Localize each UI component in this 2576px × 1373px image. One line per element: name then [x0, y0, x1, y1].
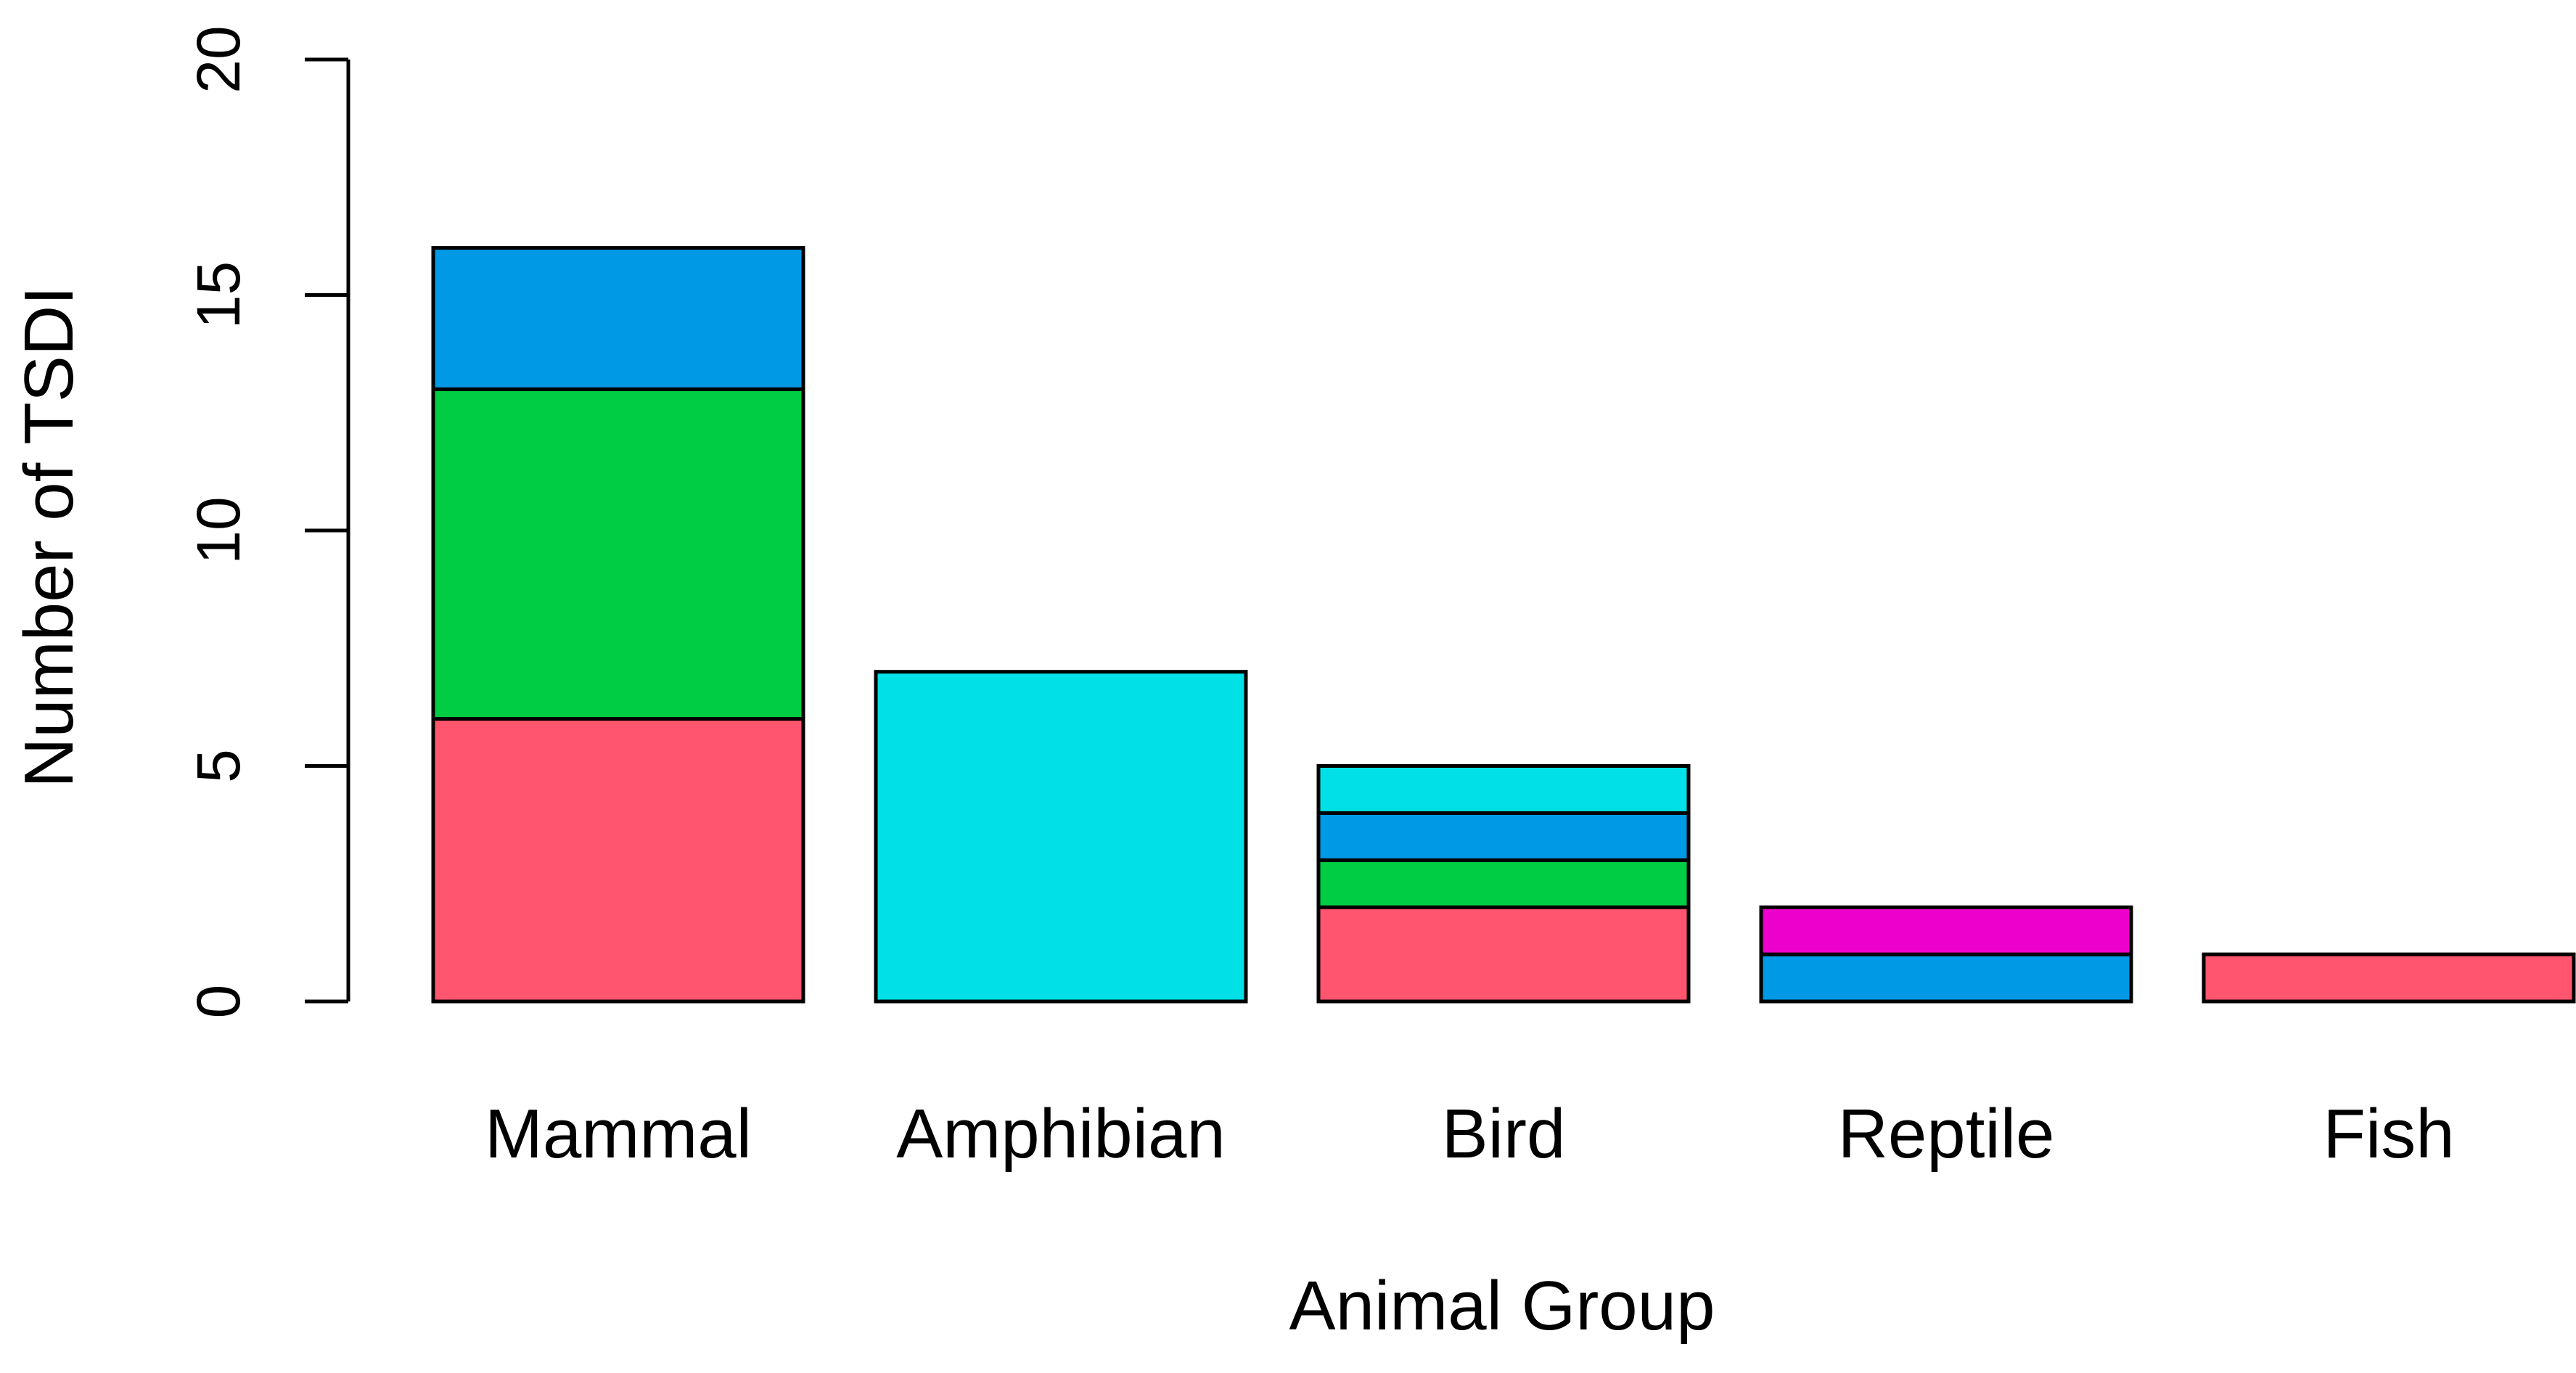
bar-segment-amphibian-series-4 — [874, 670, 1248, 1004]
x-tick-label-mammal: Mammal — [485, 1095, 752, 1173]
bar-segment-mammal-series-2 — [431, 387, 805, 721]
x-tick-label-amphibian: Amphibian — [896, 1095, 1226, 1173]
bar-segment-bird-series-2 — [1316, 858, 1691, 909]
bar-segment-mammal-series-1 — [431, 717, 805, 1004]
x-tick-label-fish: Fish — [2323, 1095, 2454, 1173]
y-tick-label: 20 — [184, 25, 253, 93]
bar-segment-mammal-series-3 — [431, 246, 805, 391]
bar-segment-reptile-series-3 — [1759, 952, 2133, 1004]
bar-segment-reptile-series-5 — [1759, 905, 2133, 956]
bar-segment-bird-series-3 — [1316, 811, 1691, 862]
bar-segment-bird-series-4 — [1316, 764, 1691, 815]
y-axis: 0 5 10 15 20 — [184, 25, 350, 1019]
x-tick-label-reptile: Reptile — [1838, 1095, 2055, 1173]
y-tick-label: 10 — [184, 496, 253, 564]
y-tick-label: 5 — [184, 749, 253, 783]
x-tick-label-bird: Bird — [1442, 1095, 1566, 1173]
x-axis-title: Animal Group — [1289, 1267, 1715, 1345]
y-axis-title: Number of TSDI — [10, 286, 88, 788]
bar-segment-fish-series-1 — [2202, 952, 2576, 1004]
y-tick-label: 15 — [184, 261, 253, 329]
y-tick-label: 0 — [184, 985, 253, 1019]
x-axis: Mammal Amphibian Bird Reptile Fish — [485, 1095, 2455, 1173]
bar-segment-bird-series-1 — [1316, 905, 1691, 1004]
bars — [431, 246, 2576, 1004]
